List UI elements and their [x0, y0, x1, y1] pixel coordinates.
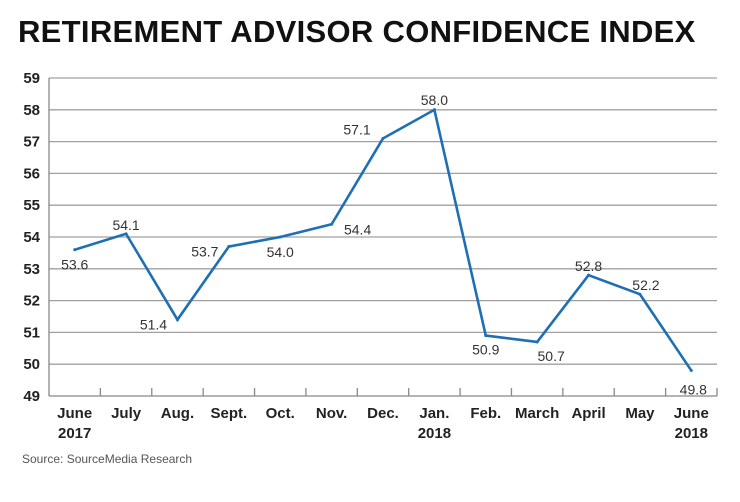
data-label: 52.8	[575, 258, 602, 274]
y-tick-label: 52	[23, 293, 40, 310]
data-point	[227, 245, 231, 249]
data-point	[381, 136, 385, 140]
x-tick-label: Jan.	[419, 405, 449, 422]
x-tick-label: Aug.	[161, 405, 194, 422]
x-tick-label: April	[571, 405, 605, 422]
data-point	[124, 232, 128, 236]
data-point	[535, 340, 539, 344]
x-tick-label: Nov.	[316, 405, 347, 422]
data-point	[484, 334, 488, 338]
y-tick-label: 58	[23, 102, 40, 119]
data-line	[74, 107, 693, 372]
data-label: 58.0	[421, 92, 448, 108]
y-tick-label: 51	[23, 324, 40, 341]
data-label: 54.0	[267, 244, 294, 260]
y-tick-label: 57	[23, 134, 40, 151]
x-tick-label: March	[515, 405, 559, 422]
x-tick-label: May	[625, 405, 655, 422]
data-point	[73, 248, 77, 252]
data-point	[689, 369, 693, 373]
data-label: 50.7	[538, 348, 565, 364]
data-label: 53.7	[191, 244, 218, 260]
data-point	[278, 235, 282, 239]
y-tick-label: 53	[23, 261, 40, 278]
y-tick-label: 56	[23, 165, 40, 182]
data-point	[175, 318, 179, 322]
x-tick-label: June	[57, 405, 92, 422]
y-tick-label: 59	[23, 70, 40, 87]
x-tick-label: June	[674, 405, 709, 422]
y-tick-label: 49	[23, 388, 40, 405]
x-tick-label-year: 2018	[675, 425, 708, 442]
data-label: 49.8	[680, 382, 707, 398]
data-label: 54.4	[344, 221, 371, 237]
y-tick-label: 55	[23, 197, 40, 214]
x-tick-label: Oct.	[266, 405, 295, 422]
data-point	[330, 222, 334, 226]
data-point	[432, 108, 436, 112]
y-tick-label: 54	[23, 229, 40, 246]
data-label: 53.6	[61, 257, 88, 273]
x-tick-label: Sept.	[211, 405, 248, 422]
x-tick-label-year: 2017	[58, 425, 91, 442]
x-tick-label: Dec.	[367, 405, 399, 422]
data-point	[638, 292, 642, 296]
chart-title: RETIREMENT ADVISOR CONFIDENCE INDEX	[18, 14, 696, 49]
data-label: 52.2	[632, 277, 659, 293]
y-tick-label: 50	[23, 356, 40, 373]
source-note: Source: SourceMedia Research	[22, 452, 193, 466]
x-tick-label: Feb.	[470, 405, 501, 422]
data-point	[587, 273, 591, 277]
data-label: 57.1	[343, 121, 370, 137]
x-tick-label-year: 2018	[418, 425, 451, 442]
x-tick-label: July	[111, 405, 142, 422]
data-label: 50.9	[472, 342, 499, 358]
data-label: 51.4	[140, 317, 167, 333]
data-label: 54.1	[112, 217, 139, 233]
